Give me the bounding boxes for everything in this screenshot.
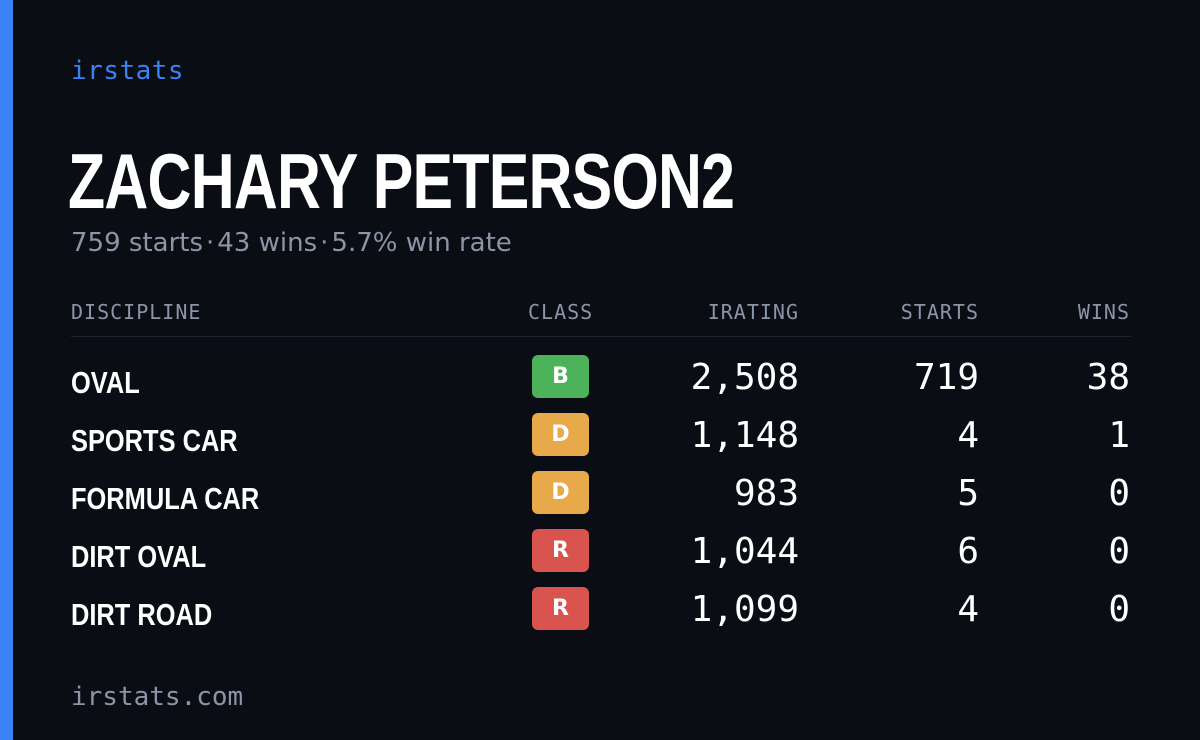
table-row: DIRT ROAD R 1,099 4 0 <box>71 583 1131 641</box>
starts-value: 4 <box>957 589 979 630</box>
wins-value: 0 <box>1108 473 1130 514</box>
header-wins: WINS <box>1077 300 1130 324</box>
discipline-name: OVAL <box>71 365 140 400</box>
wins-value: 38 <box>1086 357 1130 398</box>
class-badge: D <box>532 471 589 514</box>
starts-value: 4 <box>957 415 979 456</box>
brand-logo: irstats <box>71 56 185 86</box>
table-row: OVAL B 2,508 719 38 <box>71 351 1131 409</box>
class-badge: R <box>532 529 589 572</box>
starts-total: 759 starts <box>71 228 203 258</box>
driver-name: ZACHARY PETERSON2 <box>68 137 735 225</box>
wins-total: 43 wins <box>217 228 318 258</box>
class-badge: D <box>532 413 589 456</box>
irating-value: 1,099 <box>690 589 799 630</box>
win-rate: 5.7% win rate <box>331 228 512 258</box>
irating-value: 2,508 <box>690 357 799 398</box>
separator: · <box>320 228 329 258</box>
class-badge: B <box>532 355 589 398</box>
header-class: CLASS <box>528 300 594 324</box>
starts-value: 5 <box>957 473 979 514</box>
driver-summary: 759 starts · 43 wins · 5.7% win rate <box>71 228 512 258</box>
separator: · <box>206 228 215 258</box>
header-irating: IRATING <box>707 300 799 324</box>
table-row: SPORTS CAR D 1,148 4 1 <box>71 409 1131 467</box>
starts-value: 6 <box>957 531 979 572</box>
discipline-name: DIRT ROAD <box>71 597 213 632</box>
table-header: DISCIPLINE CLASS IRATING STARTS WINS <box>71 296 1131 337</box>
discipline-name: DIRT OVAL <box>71 539 207 574</box>
table-row: DIRT OVAL R 1,044 6 0 <box>71 525 1131 583</box>
table-row: FORMULA CAR D 983 5 0 <box>71 467 1131 525</box>
wins-value: 0 <box>1108 589 1130 630</box>
irating-value: 1,044 <box>690 531 799 572</box>
discipline-name: FORMULA CAR <box>71 481 260 516</box>
accent-bar <box>0 0 13 740</box>
irating-value: 1,148 <box>690 415 799 456</box>
header-discipline: DISCIPLINE <box>71 300 202 324</box>
wins-value: 0 <box>1108 531 1130 572</box>
irating-value: 983 <box>733 473 799 514</box>
footer-url: irstats.com <box>71 682 244 712</box>
class-badge: R <box>532 587 589 630</box>
table-body: OVAL B 2,508 719 38 SPORTS CAR D 1,148 4… <box>71 337 1131 641</box>
discipline-name: SPORTS CAR <box>71 423 238 458</box>
header-starts: STARTS <box>900 300 979 324</box>
starts-value: 719 <box>913 357 979 398</box>
stats-table: DISCIPLINE CLASS IRATING STARTS WINS OVA… <box>71 296 1131 641</box>
wins-value: 1 <box>1108 415 1130 456</box>
